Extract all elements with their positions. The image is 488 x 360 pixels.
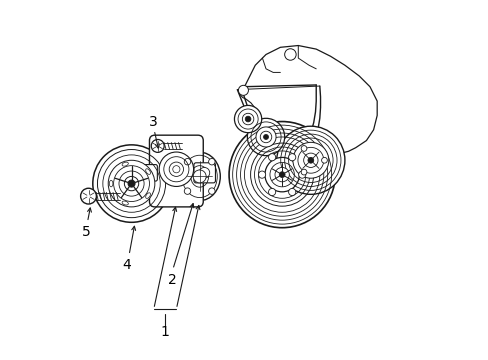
FancyBboxPatch shape: [139, 165, 157, 181]
Circle shape: [208, 188, 215, 194]
Circle shape: [255, 127, 276, 147]
Circle shape: [268, 154, 275, 161]
Circle shape: [264, 157, 299, 192]
Circle shape: [119, 171, 144, 196]
Circle shape: [274, 167, 289, 182]
Circle shape: [234, 105, 261, 133]
Circle shape: [288, 188, 295, 195]
Circle shape: [298, 171, 305, 178]
Circle shape: [184, 158, 190, 165]
Circle shape: [193, 170, 206, 183]
Circle shape: [151, 139, 164, 152]
Circle shape: [159, 152, 193, 186]
Circle shape: [208, 158, 215, 165]
Circle shape: [93, 145, 170, 222]
Circle shape: [321, 157, 326, 163]
Text: 1: 1: [160, 325, 169, 339]
Circle shape: [279, 172, 285, 177]
Text: 2: 2: [168, 273, 177, 287]
Text: 3: 3: [148, 115, 157, 129]
Circle shape: [284, 49, 296, 60]
Circle shape: [242, 113, 253, 125]
Ellipse shape: [179, 152, 220, 201]
FancyBboxPatch shape: [149, 135, 203, 207]
Circle shape: [184, 188, 190, 194]
FancyBboxPatch shape: [194, 163, 215, 183]
Circle shape: [228, 122, 335, 228]
Circle shape: [276, 126, 344, 194]
Circle shape: [244, 116, 250, 122]
Circle shape: [303, 153, 317, 167]
Circle shape: [301, 145, 306, 151]
Circle shape: [301, 169, 306, 175]
Circle shape: [258, 171, 265, 178]
Circle shape: [247, 118, 284, 156]
Circle shape: [128, 180, 135, 187]
Circle shape: [268, 188, 275, 195]
Circle shape: [238, 85, 248, 95]
Circle shape: [307, 157, 313, 163]
Circle shape: [81, 188, 96, 204]
Circle shape: [263, 134, 268, 139]
Circle shape: [288, 154, 295, 161]
Text: 5: 5: [82, 225, 91, 239]
Circle shape: [292, 142, 328, 178]
Text: 4: 4: [122, 258, 131, 273]
Circle shape: [169, 162, 183, 176]
Circle shape: [108, 160, 155, 207]
Circle shape: [199, 167, 209, 178]
